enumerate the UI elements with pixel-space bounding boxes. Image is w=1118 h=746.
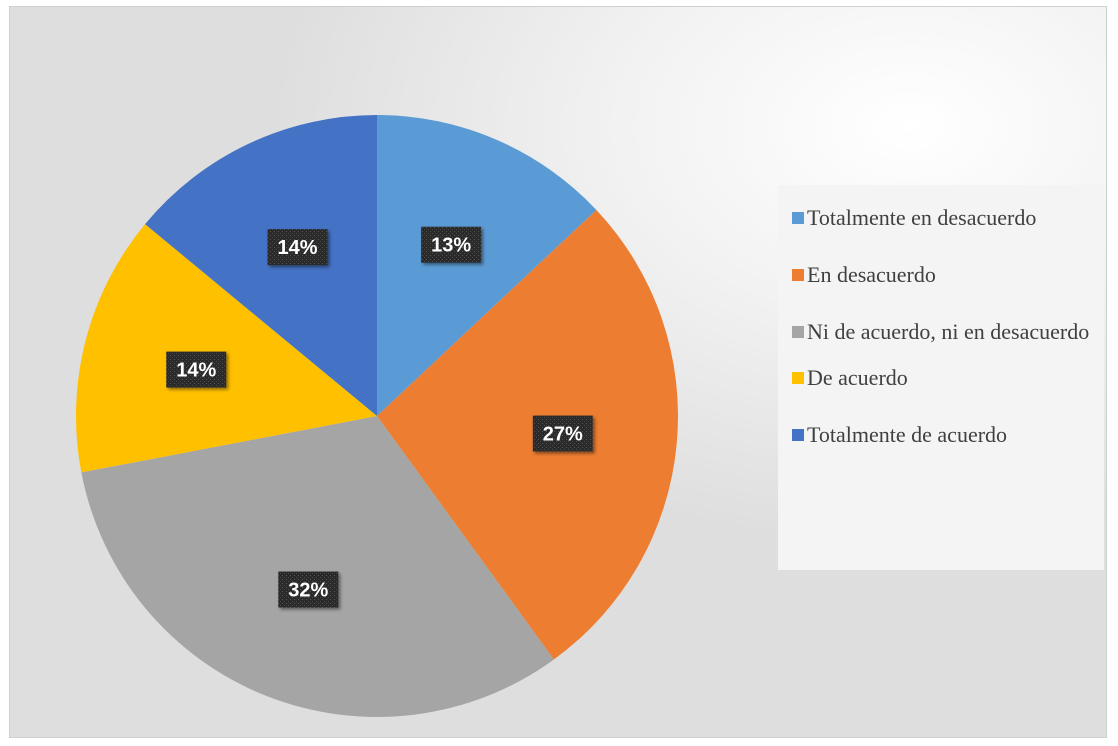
legend-swatch [792,212,804,224]
data-label-box [278,571,339,608]
data-label: 14% [267,229,328,266]
data-label-text: 32% [288,580,328,602]
legend-item: De acuerdo [792,363,1104,393]
legend-item: Ni de acuerdo, ni en desacuerdo [792,317,1104,347]
data-label-text: 13% [431,235,471,257]
legend: Totalmente en desacuerdo En desacuerdo N… [778,185,1104,570]
legend-label: De acuerdo [807,365,908,390]
pie-slice [145,115,377,416]
legend-item: Totalmente en desacuerdo [792,203,1104,233]
pie-slice [377,115,597,416]
data-label-box [166,351,227,388]
data-label-text: 14% [176,360,216,382]
legend-label: Totalmente en desacuerdo [807,205,1037,230]
data-label: 14% [166,351,227,388]
data-label-box [421,226,482,263]
pie-slice [75,224,377,473]
legend-swatch [792,429,804,441]
data-label: 32% [278,571,339,608]
legend-label: Ni de acuerdo, ni en desacuerdo [807,319,1090,344]
legend-item: En desacuerdo [792,260,1104,290]
legend-label: En desacuerdo [807,262,936,287]
data-label-box [532,415,593,452]
legend-label: Totalmente de acuerdo [807,422,1008,447]
pie-slice [81,416,554,718]
chart-frame: 13% 27% 32% 14% 14% Totalmente en desacuerdo… [9,6,1107,738]
legend-swatch [792,326,804,338]
pie-chart: 13% 27% 32% 14% 14% [75,115,678,718]
data-label-text: 14% [278,237,318,259]
data-label-box [267,229,328,266]
legend-item: Totalmente de acuerdo [792,420,1104,450]
data-label-text: 27% [543,424,583,446]
data-label: 27% [532,415,593,452]
legend-swatch [792,269,804,281]
data-label: 13% [421,226,482,263]
legend-swatch [792,372,804,384]
pie-slice [377,209,678,660]
